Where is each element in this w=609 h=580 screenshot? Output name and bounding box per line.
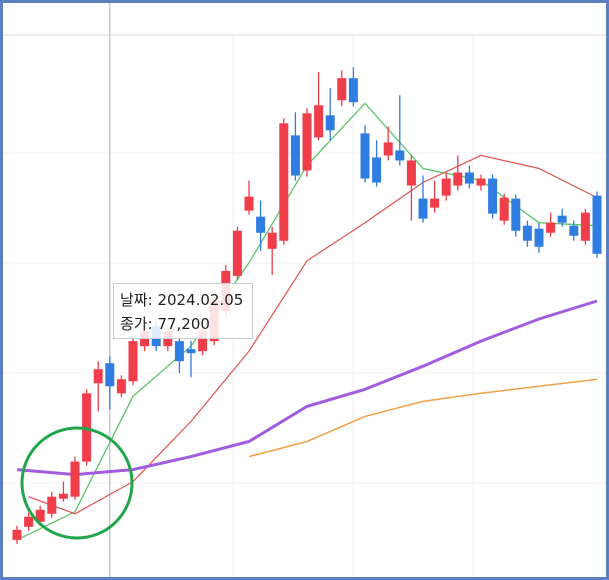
- candle-body: [511, 198, 521, 231]
- candle-body: [464, 172, 474, 184]
- tooltip-date: 날짜: 2024.02.05: [120, 288, 246, 312]
- candle-body: [256, 216, 266, 233]
- candle-body: [232, 230, 242, 276]
- candle-body: [592, 195, 602, 254]
- candle-body: [325, 115, 335, 131]
- candle-body: [244, 196, 254, 211]
- candle-body: [116, 379, 126, 394]
- close-label: 종가:: [120, 315, 153, 333]
- candle-body: [24, 516, 34, 527]
- plot: [12, 67, 602, 544]
- candle-body: [279, 123, 289, 241]
- candle-body: [105, 363, 115, 387]
- candle-body: [70, 461, 80, 497]
- candle-body: [406, 160, 416, 186]
- candle-body: [47, 496, 57, 514]
- candle-body: [476, 178, 486, 186]
- candle-body: [348, 78, 358, 103]
- candle-body: [557, 215, 567, 223]
- candle-body: [534, 228, 544, 247]
- candle-body: [360, 133, 370, 179]
- candle-body: [430, 198, 440, 208]
- candle-body: [569, 225, 579, 236]
- candle-body: [58, 493, 68, 499]
- candle-body: [372, 157, 382, 183]
- moving-average-line: [16, 299, 598, 477]
- highlight-circle: [20, 426, 134, 540]
- candle-body: [12, 529, 22, 540]
- candle-body: [302, 113, 312, 171]
- date-label: 날짜:: [120, 291, 153, 309]
- candle-body: [499, 197, 509, 221]
- candle-body: [441, 178, 451, 196]
- candle-body: [35, 509, 45, 522]
- candle-body: [418, 198, 428, 219]
- moving-average-line: [28, 154, 598, 515]
- candle-body: [186, 349, 196, 354]
- candle-body: [383, 142, 393, 156]
- candle-body: [267, 232, 277, 249]
- candle-body: [488, 178, 498, 214]
- candle-body: [174, 341, 184, 362]
- candle-body: [522, 225, 532, 241]
- candle-body: [546, 222, 556, 233]
- candle-body: [580, 212, 590, 241]
- candle-body: [93, 369, 103, 384]
- candle-body: [337, 78, 347, 101]
- candle-body: [198, 331, 208, 352]
- date-value: 2024.02.05: [157, 291, 244, 309]
- candle-body: [453, 172, 463, 186]
- candle-body: [290, 135, 300, 176]
- tooltip-close: 종가: 77,200: [120, 312, 246, 336]
- close-value: 77,200: [157, 315, 210, 333]
- candle-body: [314, 105, 324, 138]
- moving-average-line: [248, 378, 598, 458]
- tooltip: 날짜: 2024.02.05 종가: 77,200: [113, 283, 253, 339]
- chart: [3, 3, 606, 577]
- candle-body: [128, 341, 138, 382]
- candle-body: [395, 150, 405, 161]
